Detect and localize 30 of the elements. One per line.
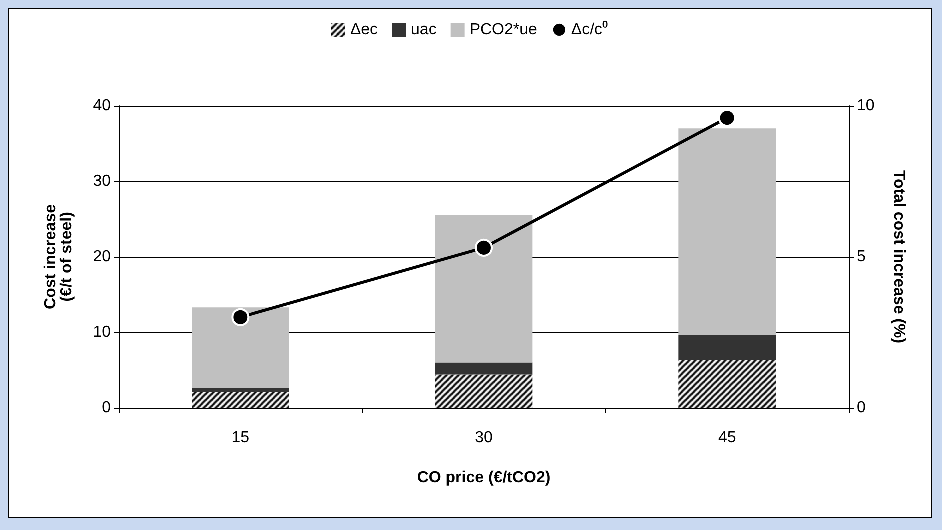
bar <box>192 392 290 408</box>
bar <box>678 336 776 360</box>
legend-label: Δc/c⁰ <box>571 20 609 38</box>
x-tick-label: 30 <box>475 430 493 446</box>
bar <box>192 388 290 392</box>
point <box>232 308 250 326</box>
y-axis-title: Cost increase (€/t of steel) <box>42 204 76 310</box>
x-tick-label: 45 <box>718 430 736 446</box>
y-tick-label: 20 <box>93 248 112 266</box>
bar <box>435 362 533 375</box>
bar <box>435 374 533 408</box>
y2-tick-label: 10 <box>857 98 875 114</box>
bar <box>678 128 776 336</box>
y-tick-label: 10 <box>93 324 112 341</box>
y2-axis-title: Total cost increase (%) <box>890 170 908 344</box>
x-tick-label: 15 <box>232 430 250 446</box>
y-tick-label: 30 <box>93 173 112 190</box>
x-axis-title: CO price (€/tCO2) <box>417 470 551 486</box>
point <box>718 109 736 128</box>
bar <box>678 360 776 408</box>
bar <box>435 215 533 363</box>
y2-tick-label: 0 <box>857 400 866 416</box>
y2-tick-label: 5 <box>857 248 866 266</box>
legend-label: uac <box>411 22 437 38</box>
legend-label: PCO2*ue <box>470 22 538 38</box>
y-tick-label: 40 <box>93 98 112 114</box>
bar <box>192 308 290 388</box>
point <box>475 238 493 257</box>
y-tick-label: 0 <box>102 400 112 416</box>
legend-label: Δec <box>350 22 378 38</box>
